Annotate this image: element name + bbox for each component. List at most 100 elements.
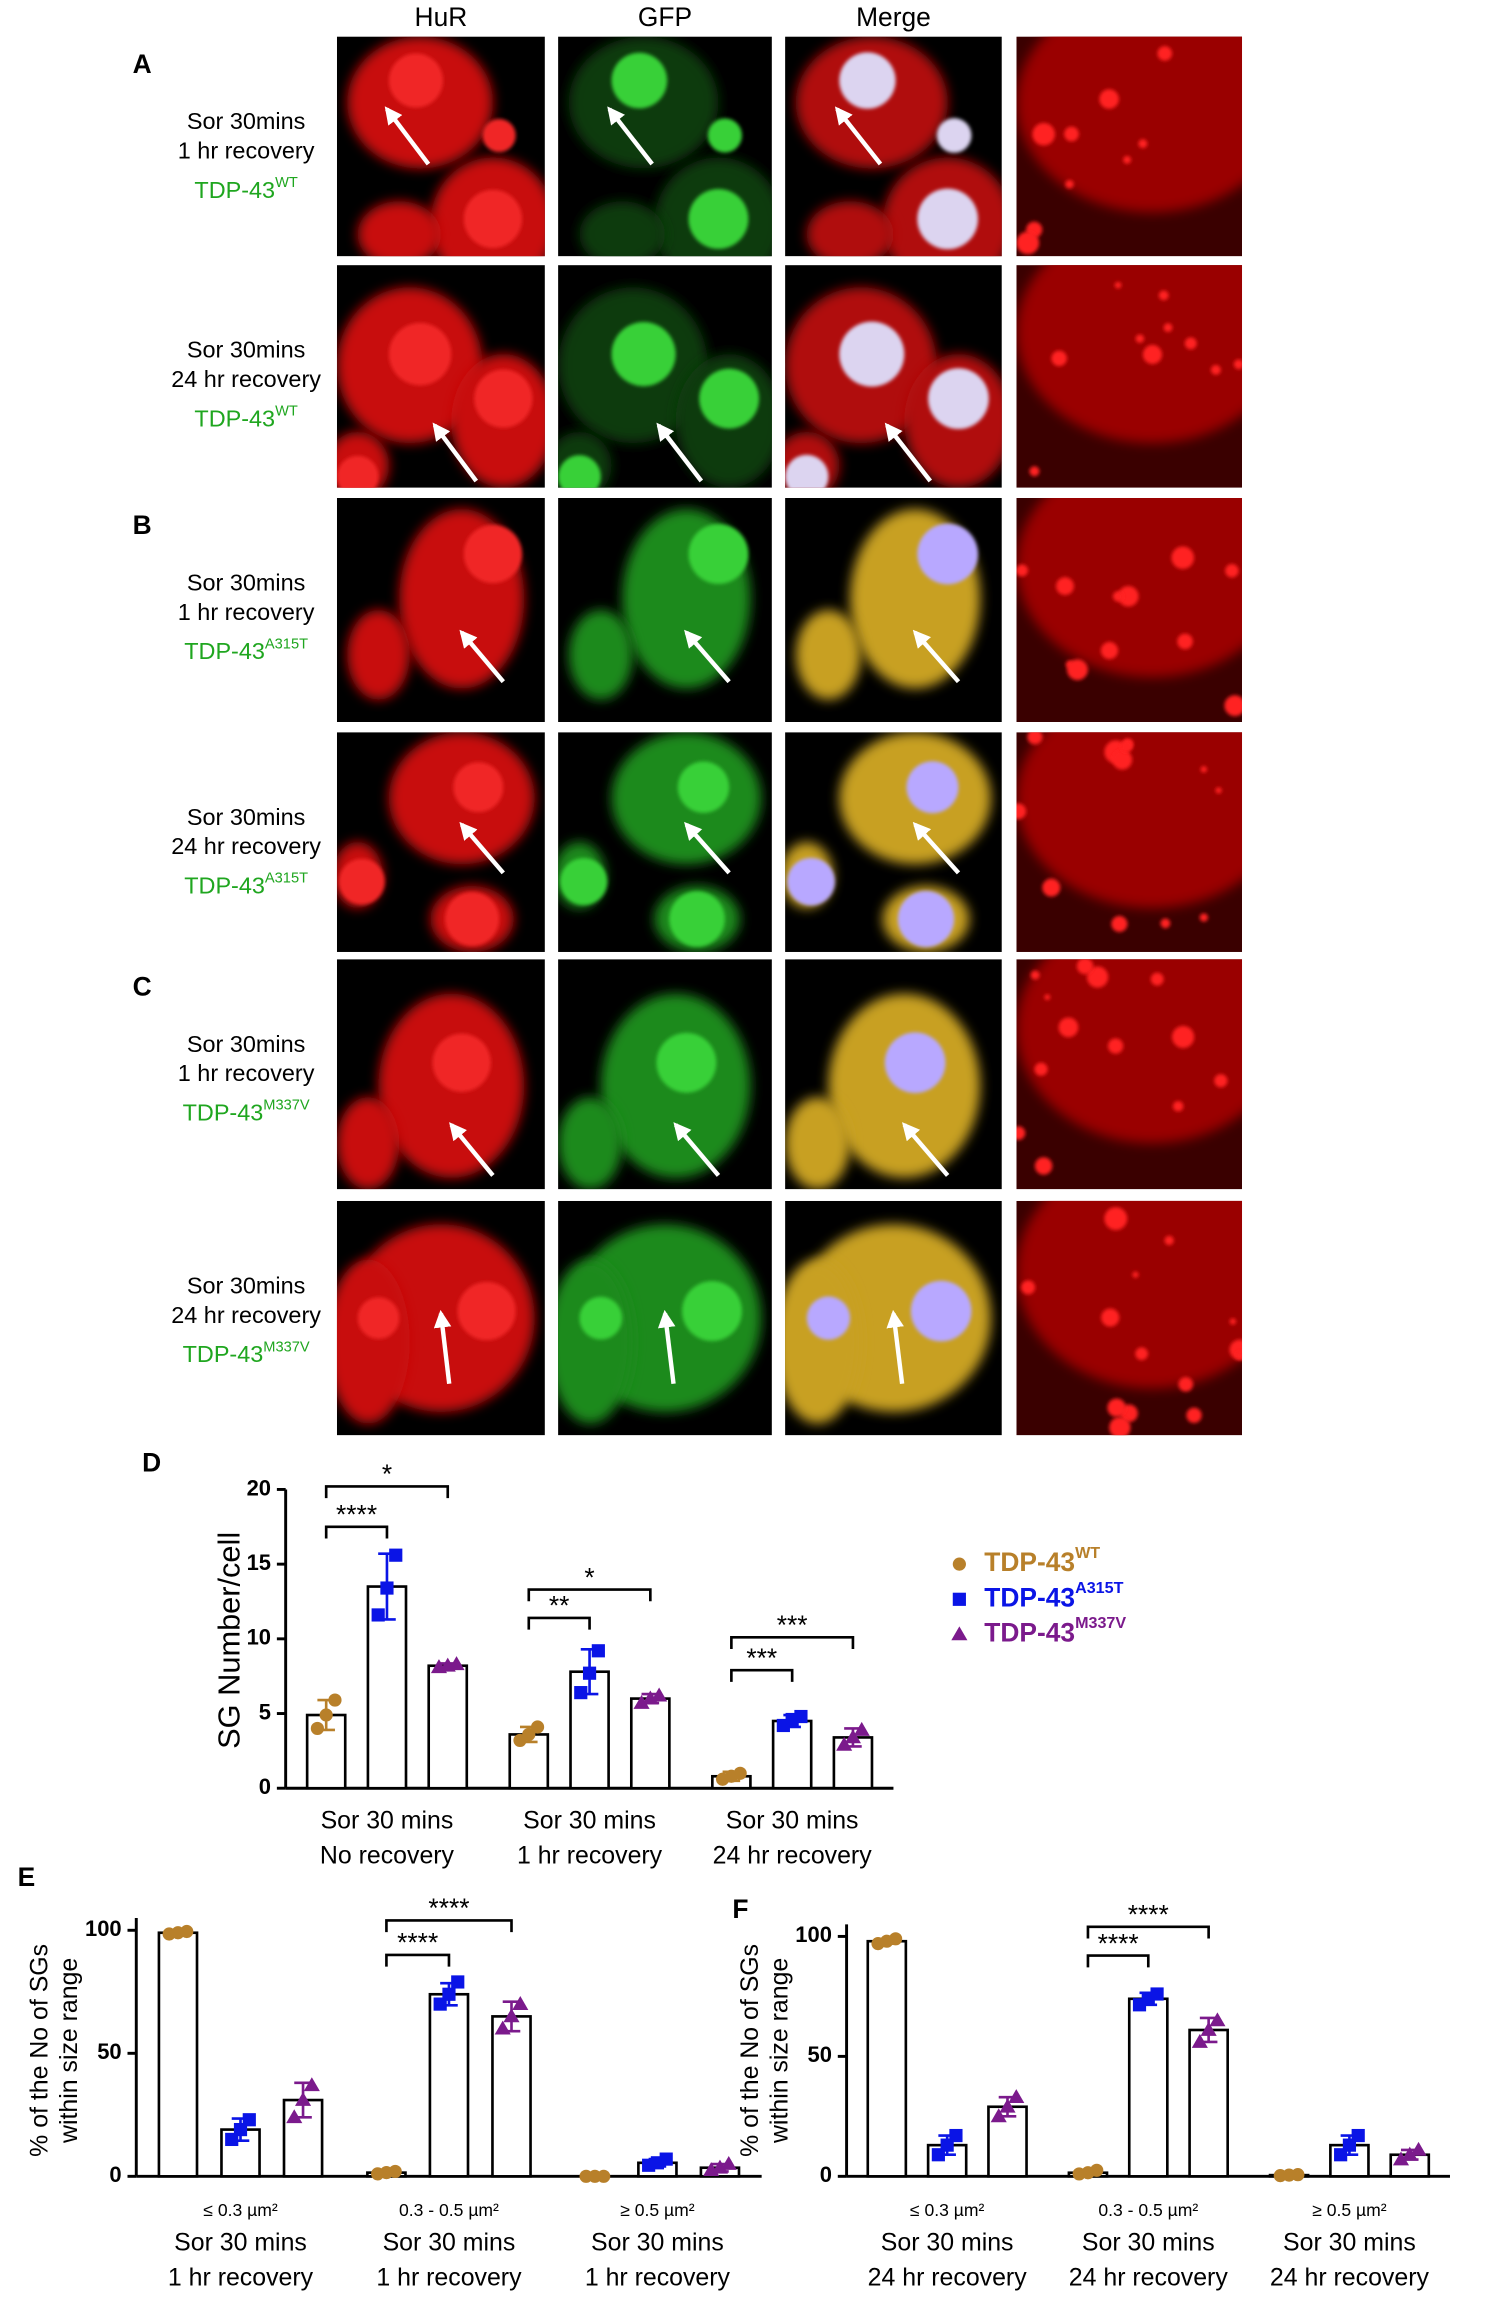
data-point <box>951 1626 968 1641</box>
y-axis-label: % of the No of SGs <box>736 1944 764 2157</box>
granule <box>1016 1126 1026 1141</box>
row-construct: TDP-43M337V <box>183 1339 310 1367</box>
bar <box>866 1939 908 2178</box>
y-tick-label: 100 <box>795 1922 832 1947</box>
data-point <box>389 1548 403 1562</box>
granule <box>1184 337 1197 350</box>
arrow <box>884 422 933 483</box>
y-tick-label: 15 <box>247 1550 271 1575</box>
nucleus <box>884 1032 946 1094</box>
legend-superscript: M337V <box>1075 1614 1126 1632</box>
bar <box>629 1697 671 1790</box>
micrograph <box>1016 497 1243 723</box>
significance-bracket <box>324 1485 450 1499</box>
granule <box>1044 994 1051 1001</box>
granule <box>1229 1318 1237 1325</box>
arrow <box>432 422 479 483</box>
legend-name: TDP-43 <box>984 1547 1075 1577</box>
granule <box>1030 970 1040 980</box>
row-condition: Sor 30mins <box>187 570 305 596</box>
arrow <box>449 1122 495 1177</box>
nucleus <box>897 890 955 948</box>
legend-label: TDP-43M337V <box>984 1614 1126 1647</box>
row-construct: TDP-43WT <box>194 403 298 431</box>
legend-name: TDP-43 <box>984 1617 1075 1647</box>
data-point <box>582 1666 597 1680</box>
nucleus <box>917 523 978 585</box>
data-point <box>303 2077 320 2092</box>
granule <box>1032 122 1056 146</box>
cell <box>347 609 410 700</box>
significance-bracket <box>324 1525 389 1539</box>
granule <box>1164 1235 1174 1246</box>
granule <box>1114 281 1122 289</box>
data-point <box>1291 2168 1305 2182</box>
row-condition: 24 hr recovery <box>171 1302 321 1328</box>
column-header: HuR <box>415 2 468 32</box>
data-point <box>328 1693 342 1707</box>
granule <box>1160 918 1171 929</box>
data-point <box>720 2155 737 2170</box>
size-range-label: ≥ 0.5 µm² <box>1312 2200 1387 2220</box>
data-point <box>990 2108 1007 2123</box>
data-point <box>711 2159 729 2174</box>
arrow <box>656 422 704 483</box>
nucleus <box>677 761 730 813</box>
micrograph <box>1016 265 1243 488</box>
micrograph <box>1016 732 1243 952</box>
granule <box>1101 1308 1120 1327</box>
x-tick-label: Sor 30 mins <box>523 1806 656 1834</box>
granule <box>1150 972 1164 986</box>
nucleus <box>357 1297 400 1339</box>
granule <box>1178 1376 1194 1392</box>
arrow <box>673 1122 721 1177</box>
data-point <box>530 1720 545 1734</box>
data-point <box>442 1987 456 2001</box>
construct-name: TDP-43 <box>194 406 275 432</box>
granule <box>1172 1100 1184 1112</box>
granule <box>1120 740 1133 753</box>
nucleus <box>785 454 829 488</box>
micrograph <box>1016 959 1243 1190</box>
granule <box>1016 803 1027 820</box>
granule <box>1235 1351 1243 1360</box>
legend-superscript: A315T <box>1075 1579 1124 1597</box>
micrograph <box>1016 36 1243 257</box>
significance-label: **** <box>336 1500 377 1530</box>
nucleus <box>682 1281 742 1342</box>
data-point <box>574 1686 588 1700</box>
granule <box>1118 585 1139 607</box>
construct-name: TDP-43 <box>183 1341 264 1367</box>
data-point <box>1401 2146 1418 2161</box>
row-condition: Sor 30mins <box>187 337 305 363</box>
granule <box>1104 1207 1128 1231</box>
significance-label: * <box>382 1459 392 1489</box>
granule <box>1135 334 1145 343</box>
nucleus <box>910 1280 972 1342</box>
significance-bracket <box>730 1636 855 1650</box>
x-tick-label: 1 hr recovery <box>585 2263 731 2291</box>
data-point <box>494 2020 511 2035</box>
arrow <box>902 1122 950 1177</box>
zoom-haze <box>1016 1200 1243 1389</box>
granule <box>1171 546 1195 570</box>
micrograph <box>1016 1200 1243 1436</box>
cell <box>579 201 665 257</box>
granule <box>1034 1062 1048 1076</box>
nucleus <box>917 188 978 250</box>
y-tick-label: 0 <box>820 2162 832 2187</box>
nucleus <box>699 368 760 429</box>
granule <box>1163 323 1173 333</box>
granule <box>1132 1271 1139 1278</box>
panel-label: A <box>133 49 152 79</box>
construct-name: TDP-43 <box>183 1100 264 1126</box>
granule <box>1158 290 1169 301</box>
nucleus <box>707 118 742 153</box>
x-tick-label: Sor 30 mins <box>726 1806 859 1834</box>
granule <box>1138 139 1148 149</box>
arrow <box>684 821 731 875</box>
column-header: Merge <box>856 2 931 32</box>
granule <box>1177 633 1193 650</box>
size-range-label: ≥ 0.5 µm² <box>620 2200 695 2220</box>
granule <box>1034 1157 1053 1175</box>
